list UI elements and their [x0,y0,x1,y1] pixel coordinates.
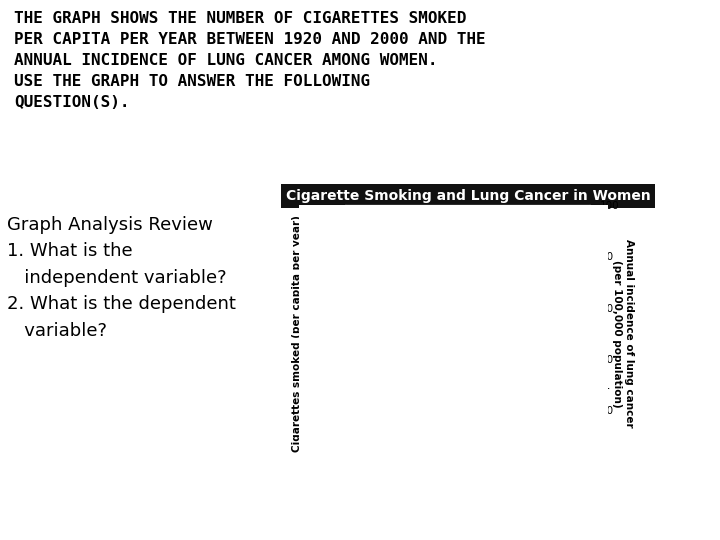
X-axis label: Year: Year [454,487,482,500]
Y-axis label: Annual incidence of lung cancer
(per 100,000 population): Annual incidence of lung cancer (per 100… [612,239,634,428]
Text: Smoking: Smoking [459,323,531,362]
FancyBboxPatch shape [292,202,611,511]
Text: Graph Analysis Review
1. What is the
   independent variable?
2. What is the dep: Graph Analysis Review 1. What is the ind… [7,216,236,340]
Text: THE GRAPH SHOWS THE NUMBER OF CIGARETTES SMOKED
PER CAPITA PER YEAR BETWEEN 1920: THE GRAPH SHOWS THE NUMBER OF CIGARETTES… [14,11,486,110]
Title: Cigarette Smoking and Lung Cancer in Women: Cigarette Smoking and Lung Cancer in Wom… [286,188,650,202]
Y-axis label: Cigarettes smoked (per capita per year): Cigarettes smoked (per capita per year) [292,215,302,452]
Text: Lung cancer: Lung cancer [531,385,609,398]
